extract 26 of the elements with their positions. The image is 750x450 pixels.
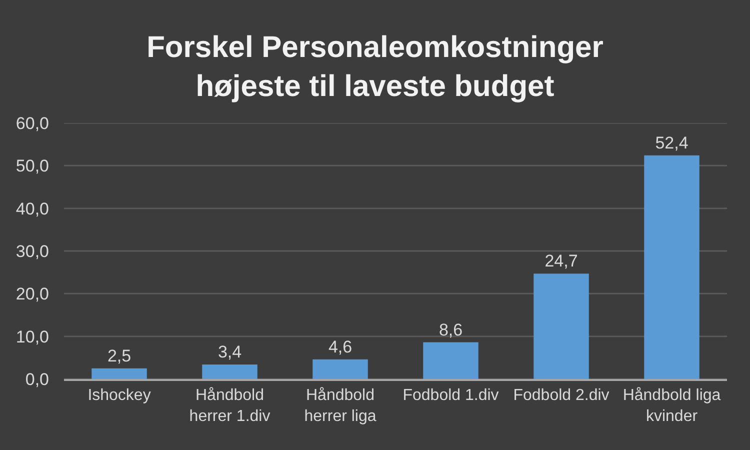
x-tick-label: Fodbold 1.div bbox=[402, 386, 499, 404]
data-label: 52,4 bbox=[655, 133, 688, 152]
x-tick-label: Håndbold liga kvinder bbox=[622, 386, 721, 425]
y-tick-label: 60,0 bbox=[16, 114, 49, 133]
data-label: 8,6 bbox=[438, 320, 463, 340]
data-label: 24,7 bbox=[544, 252, 578, 271]
bar bbox=[423, 342, 478, 379]
data-label: 3,4 bbox=[218, 342, 242, 362]
bar bbox=[202, 364, 258, 379]
x-tick-label: Håndbold herrer liga bbox=[304, 386, 376, 425]
x-tick-label: Fodbold 2.div bbox=[513, 386, 610, 404]
chart-title: Forskel Personaleomkostninger højeste til laveste budget bbox=[146, 31, 604, 103]
bar bbox=[534, 274, 589, 379]
bar bbox=[644, 155, 700, 379]
x-tick-label: Ishockey bbox=[88, 386, 151, 404]
y-tick-label: 30,0 bbox=[16, 242, 49, 261]
y-tick-label: 40,0 bbox=[16, 199, 49, 218]
data-label: 4,6 bbox=[328, 337, 352, 356]
y-tick-label: 10,0 bbox=[16, 327, 49, 346]
y-tick-label: 50,0 bbox=[16, 156, 49, 176]
y-tick-label: 20,0 bbox=[16, 284, 49, 304]
bar bbox=[92, 368, 147, 379]
data-label: 2,5 bbox=[107, 346, 132, 366]
bar bbox=[312, 359, 368, 379]
y-tick-label: 0,0 bbox=[25, 370, 49, 389]
x-tick-label: Håndbold herrer 1.div bbox=[189, 386, 270, 425]
